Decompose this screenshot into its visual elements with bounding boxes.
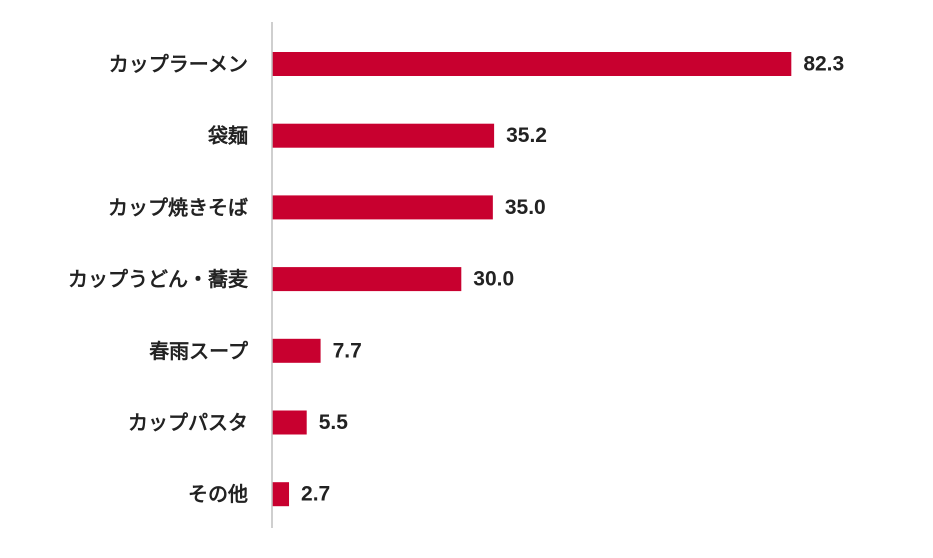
value-label-2: 35.0 — [505, 196, 546, 219]
category-label-0: カップラーメン — [109, 52, 248, 76]
category-label-6: その他 — [188, 482, 248, 506]
category-label-2: カップ焼きそば — [108, 195, 248, 219]
category-label-5: カップパスタ — [128, 411, 248, 435]
bars-group — [272, 52, 792, 507]
bar-0 — [272, 52, 792, 76]
value-label-0: 82.3 — [803, 53, 844, 76]
value-label-1: 35.2 — [506, 124, 547, 147]
value-label-6: 2.7 — [301, 483, 330, 506]
category-label-3: カップうどん・蕎麦 — [68, 267, 249, 291]
category-label-1: 袋麺 — [207, 124, 248, 148]
bar-5 — [272, 410, 307, 435]
category-label-4: 春雨スープ — [148, 339, 249, 363]
value-label-4: 7.7 — [333, 339, 362, 362]
value-label-3: 30.0 — [473, 268, 514, 291]
bar-1 — [272, 123, 495, 148]
value-label-5: 5.5 — [319, 411, 349, 434]
bar-2 — [272, 195, 493, 220]
bar-4 — [272, 338, 321, 363]
bar-6 — [272, 482, 290, 507]
bar-3 — [272, 267, 462, 292]
value-labels-group: 82.3 35.2 35.0 30.0 7.7 5.5 2.7 — [301, 53, 844, 506]
